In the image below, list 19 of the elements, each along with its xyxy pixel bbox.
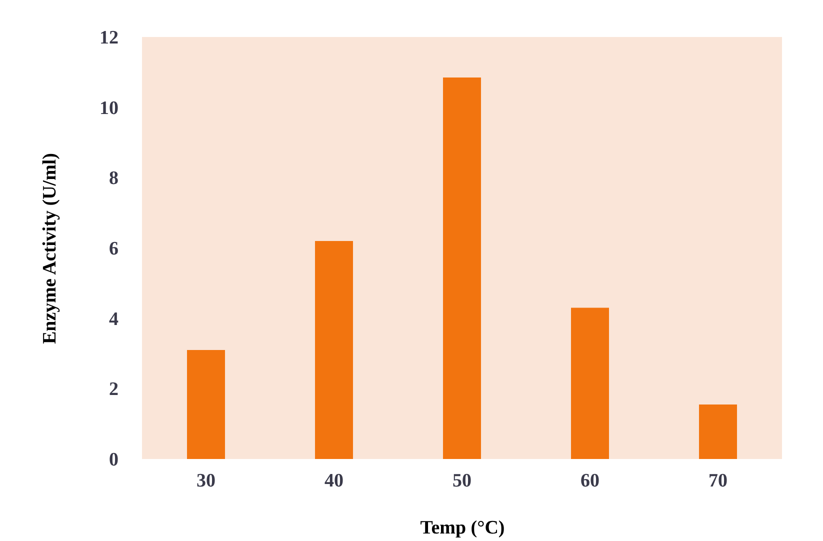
y-tick-label: 4 xyxy=(109,308,119,330)
y-tick-label: 12 xyxy=(100,28,118,48)
y-tick-label: 6 xyxy=(109,238,118,260)
bar xyxy=(443,77,481,459)
bar xyxy=(699,404,737,459)
x-tick-label: 50 xyxy=(452,470,472,492)
y-axis-title: Enzyme Activity (U/ml) xyxy=(40,152,60,344)
x-tick-label: 40 xyxy=(324,470,344,492)
y-tick-label: 10 xyxy=(100,98,118,119)
x-axis-title: Temp (°C) xyxy=(420,518,505,538)
x-tick-label: 70 xyxy=(708,470,728,492)
y-tick-label: 2 xyxy=(109,379,118,400)
x-tick-label: 30 xyxy=(196,470,216,492)
x-tick-label: 60 xyxy=(580,470,600,492)
bar xyxy=(571,308,609,459)
bar xyxy=(187,350,225,459)
bar xyxy=(315,240,353,459)
y-tick-label: 8 xyxy=(109,168,118,190)
y-tick-label: 0 xyxy=(109,450,118,470)
